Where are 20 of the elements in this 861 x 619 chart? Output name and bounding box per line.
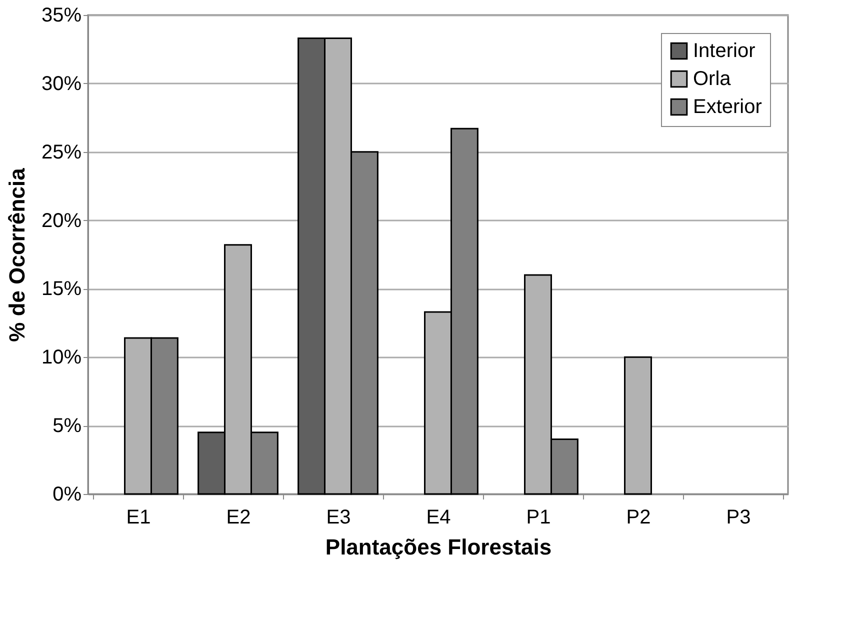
y-tick-label: 35% [41, 4, 82, 26]
y-axis-title: % de Ocorrência [4, 167, 30, 342]
y-tick-label: 25% [41, 141, 82, 164]
y-tick-label: 15% [41, 278, 82, 300]
x-tick-label: E1 [126, 506, 151, 528]
x-tick-label: E2 [226, 506, 251, 528]
x-tick-label: P1 [526, 506, 551, 528]
y-tick-label: 20% [41, 210, 82, 232]
legend-label: Interior [693, 40, 756, 62]
legend-label: Exterior [693, 96, 762, 118]
x-tick-label: E4 [426, 506, 451, 528]
x-tick-label: P2 [626, 506, 651, 528]
y-tick-label: 0% [52, 484, 82, 506]
x-axis-title: Plantações Florestais [325, 534, 552, 560]
y-tick-label: 30% [41, 72, 82, 95]
legend-label: Orla [693, 68, 732, 90]
y-tick-label: 10% [41, 346, 82, 369]
x-tick-label: P3 [726, 506, 751, 528]
x-tick-label: E3 [326, 506, 351, 528]
y-tick-label: 5% [52, 415, 82, 438]
